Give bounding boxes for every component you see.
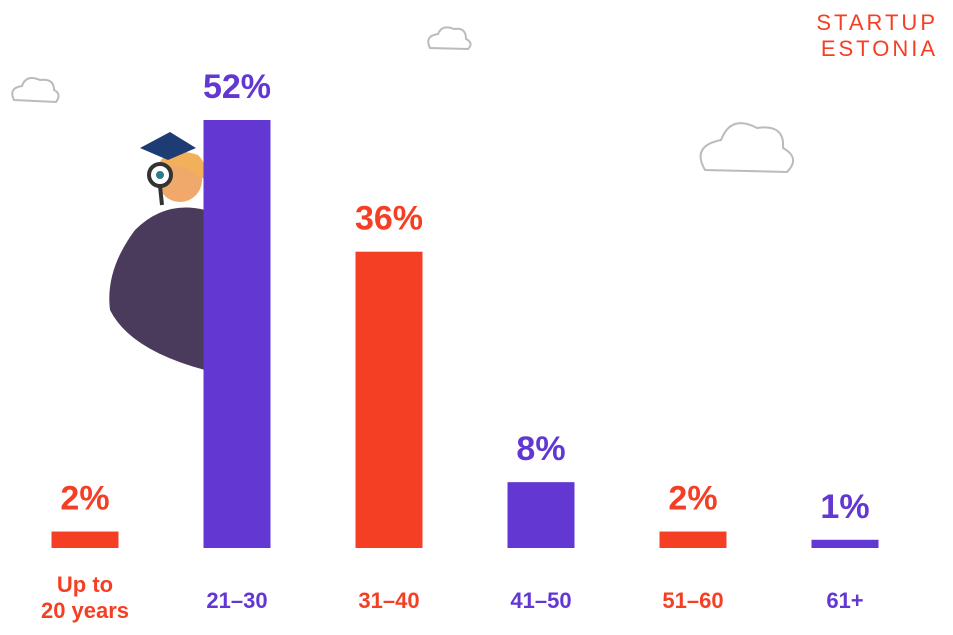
x-tick-label: 41–50: [471, 588, 611, 614]
bar: [660, 532, 727, 548]
logo-line2: ESTONIA: [821, 36, 938, 61]
x-tick-label: 61+: [775, 588, 915, 614]
value-label: 2%: [60, 480, 109, 518]
x-tick-label: 21–30: [167, 588, 307, 614]
logo-line1: STARTUP: [816, 10, 938, 35]
bar: [356, 252, 423, 548]
value-label: 52%: [203, 68, 271, 106]
value-label: 8%: [516, 430, 565, 468]
value-label: 36%: [355, 200, 423, 238]
x-tick-label: 31–40: [319, 588, 459, 614]
chart: STARTUP ESTONIA 2% 52% 36% 8% 2% 1%: [0, 0, 953, 635]
clouds: [12, 27, 793, 172]
bar: [508, 482, 575, 548]
x-tick-label: 51–60: [623, 588, 763, 614]
illustration: [109, 132, 206, 370]
bar: [52, 532, 119, 548]
bar: [204, 120, 271, 548]
bar: [812, 540, 879, 548]
value-label: 2%: [668, 480, 717, 518]
page: STARTUP ESTONIA 2% 52% 36% 8% 2% 1% Up to 20 …: [0, 0, 953, 635]
value-label: 1%: [820, 488, 869, 526]
x-tick-label: Up to 20 years: [15, 572, 155, 624]
